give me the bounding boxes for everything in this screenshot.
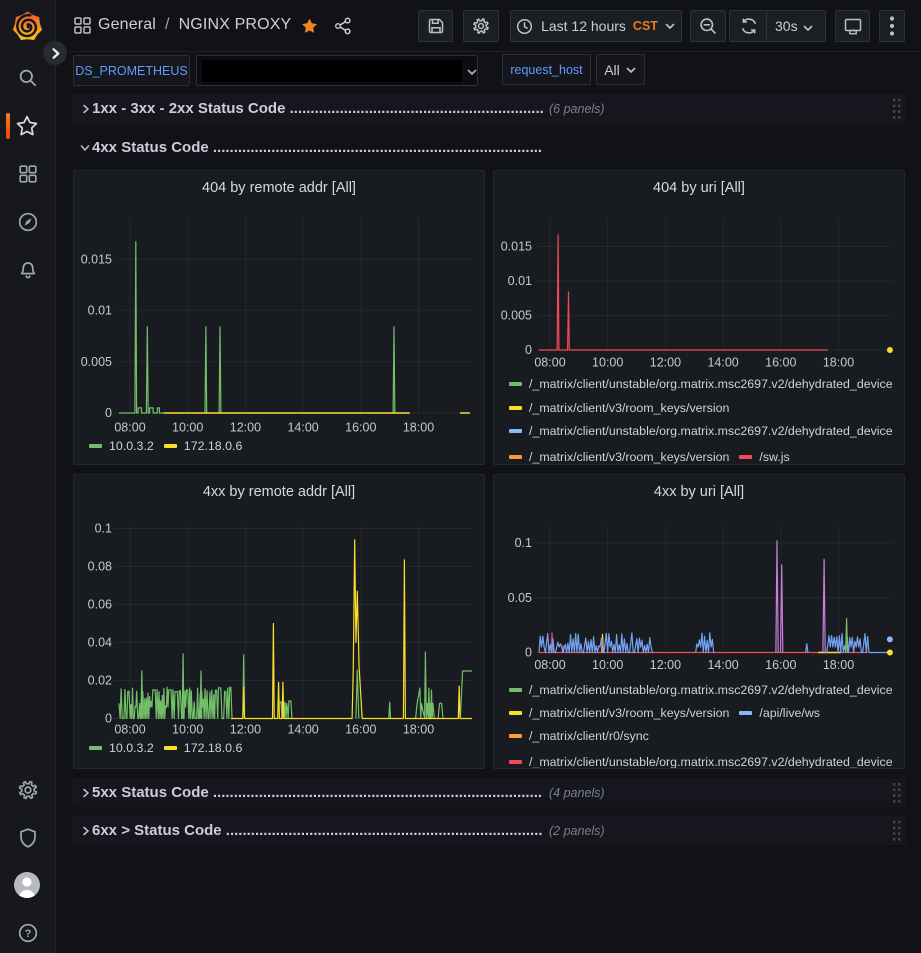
svg-text:0: 0 (525, 646, 532, 660)
svg-text:10:00: 10:00 (172, 421, 203, 435)
svg-text:08:00: 08:00 (534, 658, 565, 672)
svg-text:14:00: 14:00 (287, 723, 318, 737)
svg-text:0.01: 0.01 (88, 304, 112, 318)
svg-text:0.04: 0.04 (88, 636, 112, 650)
svg-text:0.05: 0.05 (508, 591, 532, 605)
svg-text:14:00: 14:00 (707, 356, 738, 370)
svg-text:18:00: 18:00 (823, 658, 854, 672)
svg-text:08:00: 08:00 (114, 723, 145, 737)
svg-text:0: 0 (105, 712, 112, 726)
svg-text:16:00: 16:00 (765, 658, 796, 672)
svg-text:10:00: 10:00 (592, 658, 623, 672)
svg-text:0.06: 0.06 (88, 598, 112, 612)
svg-text:18:00: 18:00 (403, 421, 434, 435)
svg-text:08:00: 08:00 (534, 356, 565, 370)
svg-text:16:00: 16:00 (765, 356, 796, 370)
svg-text:12:00: 12:00 (230, 421, 261, 435)
svg-text:14:00: 14:00 (707, 658, 738, 672)
svg-text:0.02: 0.02 (88, 674, 112, 688)
svg-text:14:00: 14:00 (287, 421, 318, 435)
svg-text:10:00: 10:00 (172, 723, 203, 737)
svg-text:0.1: 0.1 (95, 522, 112, 536)
svg-text:0.1: 0.1 (515, 536, 532, 550)
svg-text:16:00: 16:00 (345, 723, 376, 737)
svg-text:0.08: 0.08 (88, 560, 112, 574)
svg-text:18:00: 18:00 (403, 723, 434, 737)
svg-text:0.015: 0.015 (501, 240, 532, 254)
svg-text:0.01: 0.01 (508, 274, 532, 288)
svg-text:12:00: 12:00 (650, 658, 681, 672)
svg-text:10:00: 10:00 (592, 356, 623, 370)
svg-text:0: 0 (525, 343, 532, 357)
svg-text:12:00: 12:00 (230, 723, 261, 737)
svg-text:?: ? (25, 928, 32, 940)
svg-text:08:00: 08:00 (114, 421, 145, 435)
svg-text:0.005: 0.005 (81, 355, 112, 369)
svg-text:0.015: 0.015 (81, 252, 112, 266)
svg-text:18:00: 18:00 (823, 356, 854, 370)
svg-text:0: 0 (105, 406, 112, 420)
svg-text:0.005: 0.005 (501, 309, 532, 323)
svg-text:16:00: 16:00 (345, 421, 376, 435)
svg-text:12:00: 12:00 (650, 356, 681, 370)
